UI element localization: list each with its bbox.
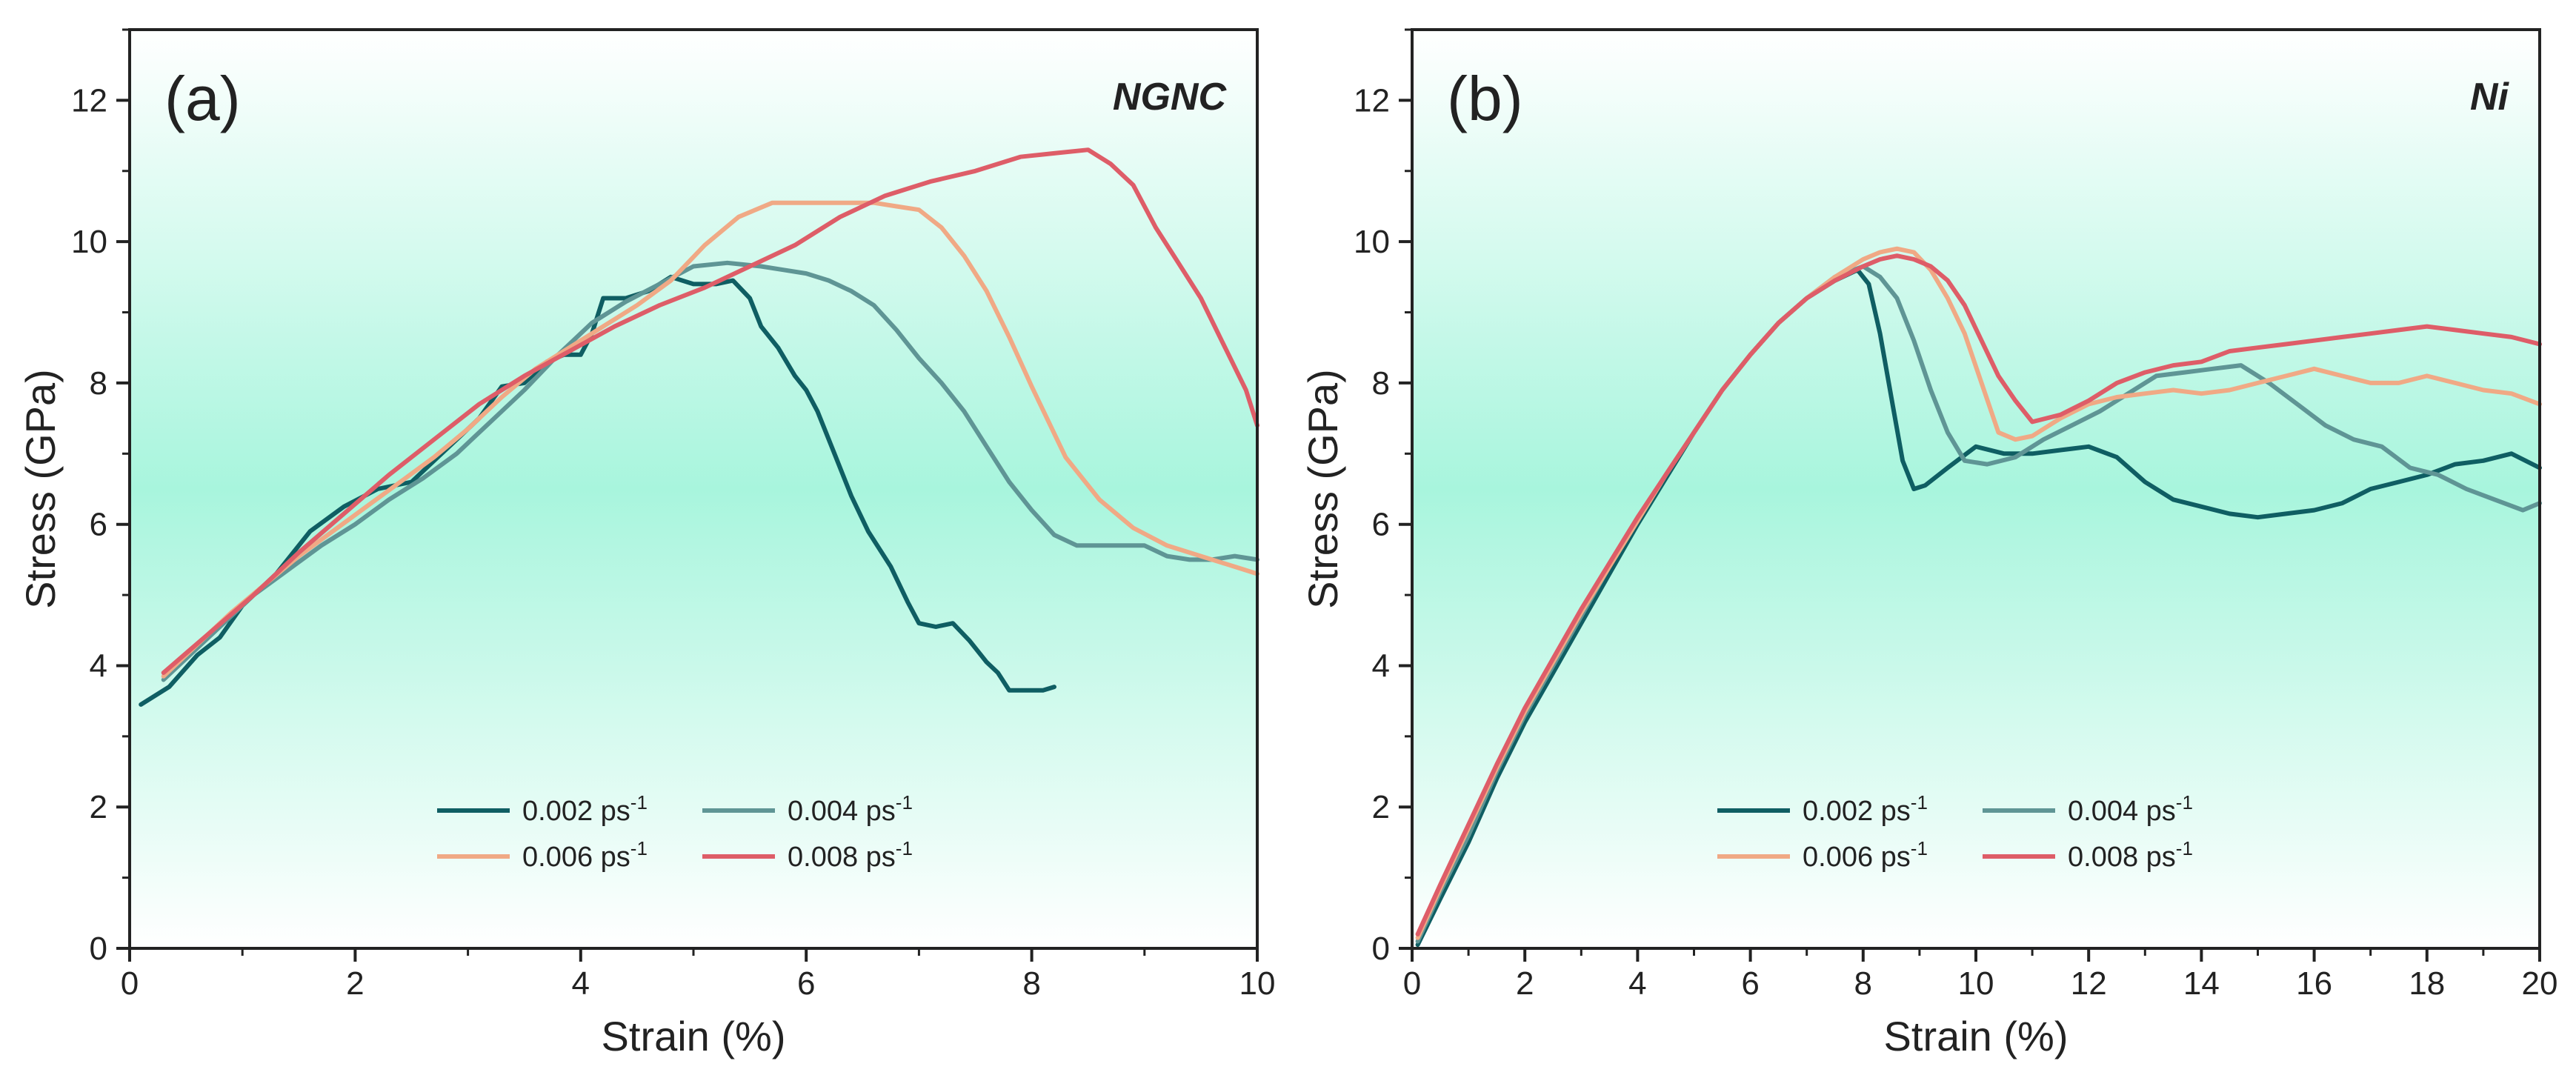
legend-label-base: 0.006 ps: [522, 842, 630, 873]
legend-label-base: 0.004 ps: [2068, 796, 2176, 827]
series-line-0002: [1415, 267, 2542, 948]
y-tick-label: 10: [71, 224, 107, 260]
plot-area-background: [1412, 30, 2540, 948]
legend-label-0004: 0.004 ps-1: [788, 791, 913, 827]
legend-label-sup: -1: [1911, 791, 1928, 814]
y-tick-label: 8: [90, 365, 107, 402]
legend-label-sup: -1: [2176, 837, 2193, 859]
series-line-0008: [1415, 253, 2542, 936]
legend-label-0008: 0.008 ps-1: [788, 837, 913, 873]
series-layer: [1415, 246, 2542, 948]
tick-layer: 0 2 4 6 8 10 12 14 16 18 20 0 2 4 6 8 10 12: [1354, 28, 2558, 1002]
y-tick-label: 12: [71, 82, 107, 119]
y-tick-label: 12: [1354, 82, 1390, 119]
legend-label-base: 0.008 ps: [788, 842, 896, 873]
x-axis-label: Strain (%): [602, 1013, 786, 1059]
legend-label-0006: 0.006 ps-1: [1803, 837, 1928, 873]
series-layer: [139, 147, 1259, 707]
legend-label-sup: -1: [896, 791, 913, 814]
legend-label-base: 0.002 ps: [522, 796, 630, 827]
panel-label: (a): [164, 64, 241, 133]
legend-label-base: 0.002 ps: [1803, 796, 1911, 827]
y-tick-label: 4: [1372, 648, 1390, 684]
x-tick-label: 14: [2183, 965, 2220, 1002]
legend-label-base: 0.006 ps: [1803, 842, 1911, 873]
x-tick-label: 16: [2296, 965, 2332, 1002]
x-tick-label: 4: [572, 965, 590, 1002]
legend-label-0002: 0.002 ps-1: [522, 791, 648, 827]
y-tick-label: 2: [1372, 789, 1390, 825]
x-tick-label: 8: [1022, 965, 1040, 1002]
x-tick-label: 0: [1403, 965, 1421, 1002]
y-tick-label: 10: [1354, 224, 1390, 260]
legend-label-base: 0.004 ps: [788, 796, 896, 827]
plot-area-background: [130, 30, 1257, 948]
legend-label-sup: -1: [630, 837, 648, 859]
x-tick-label: 6: [797, 965, 815, 1002]
panel-tag-label: NGNC: [1113, 76, 1228, 119]
x-tick-label: 4: [1628, 965, 1646, 1002]
x-tick-label: 12: [2071, 965, 2107, 1002]
series-line-0008: [161, 147, 1259, 675]
x-tick-label: 10: [1958, 965, 1994, 1002]
x-tick-label: 20: [2522, 965, 2558, 1002]
panel-tag-label: Ni: [2470, 76, 2510, 119]
panel-label: (b): [1447, 64, 1523, 133]
y-tick-label: 4: [90, 648, 107, 684]
y-tick-label: 8: [1372, 365, 1390, 402]
legend-label-sup: -1: [2176, 791, 2193, 814]
series-line-0004: [161, 260, 1259, 682]
y-axis-label: Stress (GPa): [1299, 369, 1346, 609]
legend-label-0004: 0.004 ps-1: [2068, 791, 2193, 827]
legend-label-base: 0.008 ps: [2068, 842, 2176, 873]
legend-label-0002: 0.002 ps-1: [1803, 791, 1928, 827]
x-tick-label: 18: [2409, 965, 2445, 1002]
panel-a: 0 2 4 6 8 10 0 2 4 6 8 10 12 (a) NGNC Strain (%) Str…: [17, 28, 1276, 1059]
legend-label-0006: 0.006 ps-1: [522, 837, 648, 873]
x-tick-label: 6: [1741, 965, 1759, 1002]
x-tick-label: 0: [121, 965, 139, 1002]
y-tick-label: 0: [90, 931, 107, 967]
x-tick-label: 8: [1854, 965, 1872, 1002]
legend-label-sup: -1: [896, 837, 913, 859]
y-tick-label: 6: [90, 507, 107, 543]
x-tick-label: 10: [1239, 965, 1276, 1002]
legend-label-sup: -1: [1911, 837, 1928, 859]
y-axis-label: Stress (GPa): [17, 369, 64, 609]
legend-label-sup: -1: [630, 791, 648, 814]
y-tick-label: 0: [1372, 931, 1390, 967]
tick-layer: 0 2 4 6 8 10 0 2 4 6 8 10 12: [71, 28, 1276, 1002]
x-tick-label: 2: [1516, 965, 1534, 1002]
y-tick-label: 6: [1372, 507, 1390, 543]
y-tick-label: 2: [90, 789, 107, 825]
legend: 0.002 ps-1 0.004 ps-1 0.006 ps-1 0.008 p…: [1717, 791, 2193, 873]
series-line-0006: [161, 200, 1259, 679]
legend: 0.002 ps-1 0.004 ps-1 0.006 ps-1 0.008 p…: [437, 791, 913, 873]
x-axis-label: Strain (%): [1884, 1013, 2069, 1059]
panel-b: 0 2 4 6 8 10 12 14 16 18 20 0 2 4 6 8 10 12 (b) Ni Strain…: [1299, 28, 2558, 1059]
legend-label-0008: 0.008 ps-1: [2068, 837, 2193, 873]
x-tick-label: 2: [346, 965, 364, 1002]
